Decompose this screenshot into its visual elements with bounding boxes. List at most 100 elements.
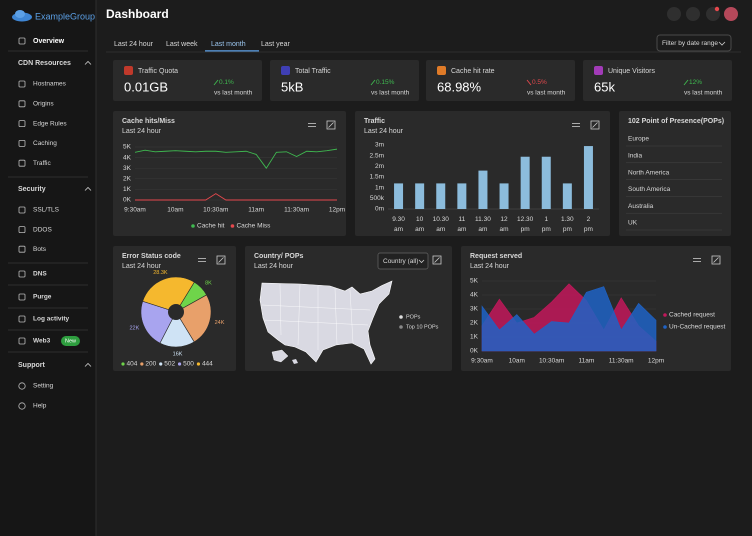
menu-item[interactable]: DNS	[33, 271, 47, 278]
y-tick-label: 0K	[470, 348, 479, 355]
pie-slice	[175, 294, 212, 343]
x-tick-label: 2 pm	[584, 216, 593, 233]
caret-icon	[84, 186, 92, 191]
pie-hole	[168, 304, 184, 320]
stat-label: Traffic Quota	[138, 68, 178, 75]
expand-button[interactable]	[711, 255, 721, 265]
card-subtitle: Last 24 hour	[470, 263, 510, 270]
tab[interactable]: Last month	[211, 41, 246, 48]
x-tick-label: 11:30am	[609, 358, 634, 365]
sidebar	[0, 0, 96, 536]
x-tick-label: 10am	[509, 358, 525, 365]
header-button[interactable]	[667, 7, 681, 21]
stat-change: 12%	[689, 79, 702, 86]
menu-item[interactable]: SSL/TLS	[33, 207, 60, 214]
x-tick-label: 11.30 am	[475, 216, 491, 233]
tab[interactable]: Last year	[261, 41, 290, 48]
tab[interactable]: Last 24 hour	[114, 41, 154, 48]
x-tick-label: 1.30 pm	[561, 216, 574, 233]
state-border	[263, 319, 369, 326]
menu-icon	[18, 293, 26, 301]
x-tick-label: 12.30 pm	[517, 216, 534, 233]
state-border	[334, 287, 338, 346]
stat-icon	[437, 66, 446, 75]
x-tick-label: 10.30 am	[433, 216, 450, 233]
card	[113, 111, 346, 236]
menu-item[interactable]: Bots	[33, 246, 47, 253]
menu-item[interactable]: Origins	[33, 101, 54, 108]
x-tick-label: 10:30am	[539, 358, 564, 365]
bar	[520, 156, 530, 209]
legend-marker	[159, 362, 163, 366]
menu-item[interactable]: Caching	[33, 140, 57, 147]
y-tick-label: 1m	[375, 184, 384, 191]
pop-item: UK	[628, 220, 638, 227]
menu-icon	[18, 206, 26, 214]
x-tick-label: 12 am	[500, 216, 509, 233]
filter-button[interactable]	[656, 34, 732, 52]
avatar[interactable]	[724, 7, 738, 21]
menu-item[interactable]: Log activity	[33, 316, 70, 323]
menu-item[interactable]: DDOS	[33, 226, 52, 233]
card-title: Traffic	[364, 118, 385, 125]
x-tick-label: 12pm	[648, 358, 664, 365]
menu-icon	[18, 337, 26, 345]
dropdown-label: Country (all)	[383, 258, 418, 265]
menu-item[interactable]: Traffic	[33, 160, 51, 167]
stat-value: 68.98%	[437, 79, 482, 94]
menu-item[interactable]: Purge	[33, 294, 52, 301]
legend-marker	[663, 313, 667, 317]
menu-item[interactable]: Setting	[33, 383, 54, 390]
card-subtitle: Last 24 hour	[122, 263, 162, 270]
pop-item: India	[628, 153, 642, 160]
y-tick-label: 1K	[470, 334, 479, 341]
menu-item[interactable]: Edge Rules	[33, 120, 67, 127]
expand-button[interactable]	[432, 255, 442, 265]
y-tick-label: 5K	[123, 144, 132, 151]
menu-section[interactable]: CDN Resources	[18, 60, 71, 67]
y-tick-label: 0K	[123, 197, 132, 204]
bar	[499, 183, 509, 209]
legend-marker	[230, 224, 235, 228]
expand-button[interactable]	[216, 255, 226, 265]
data-label: 24K	[215, 320, 225, 326]
y-tick-label: 2K	[470, 320, 479, 327]
x-tick-label: 10am	[167, 207, 183, 214]
expand-button[interactable]	[326, 120, 336, 130]
bar	[457, 183, 467, 209]
pie-slice	[140, 300, 177, 344]
menu-icon	[18, 37, 26, 45]
menu-section[interactable]: Support	[18, 362, 45, 369]
header-button[interactable]	[686, 7, 700, 21]
stat-card	[113, 60, 262, 101]
dropdown[interactable]	[377, 252, 429, 270]
y-tick-label: 2m	[375, 163, 384, 170]
y-tick-label: 5K	[470, 278, 479, 285]
menu-icon	[18, 315, 26, 323]
notification-dot	[714, 6, 720, 12]
stat-card	[426, 60, 575, 101]
stat-note: vs last month	[527, 90, 566, 97]
menu-icon	[18, 100, 26, 108]
menu-item[interactable]: Web3	[33, 338, 51, 345]
menu-item[interactable]: Overview	[33, 38, 65, 45]
chevron	[418, 259, 425, 264]
legend-label: 444	[202, 361, 213, 368]
y-tick-label: 3K	[470, 306, 479, 313]
tab[interactable]: Last week	[166, 41, 198, 48]
menu-item[interactable]: Help	[33, 403, 47, 410]
legend-label: 500	[183, 361, 194, 368]
card-subtitle: Last 24 hour	[254, 263, 294, 270]
data-label: 22K	[130, 325, 140, 331]
menu-section[interactable]: Security	[18, 186, 46, 193]
expand-button[interactable]	[590, 120, 600, 130]
legend-marker	[196, 362, 201, 366]
y-tick-label: 1K	[123, 186, 132, 193]
menu-item[interactable]: Hostnames	[33, 81, 67, 88]
legend-label: POPs	[406, 314, 421, 320]
area-series	[481, 286, 657, 352]
bar	[583, 146, 593, 209]
stat-icon	[124, 66, 133, 75]
expand-icon	[434, 257, 440, 263]
